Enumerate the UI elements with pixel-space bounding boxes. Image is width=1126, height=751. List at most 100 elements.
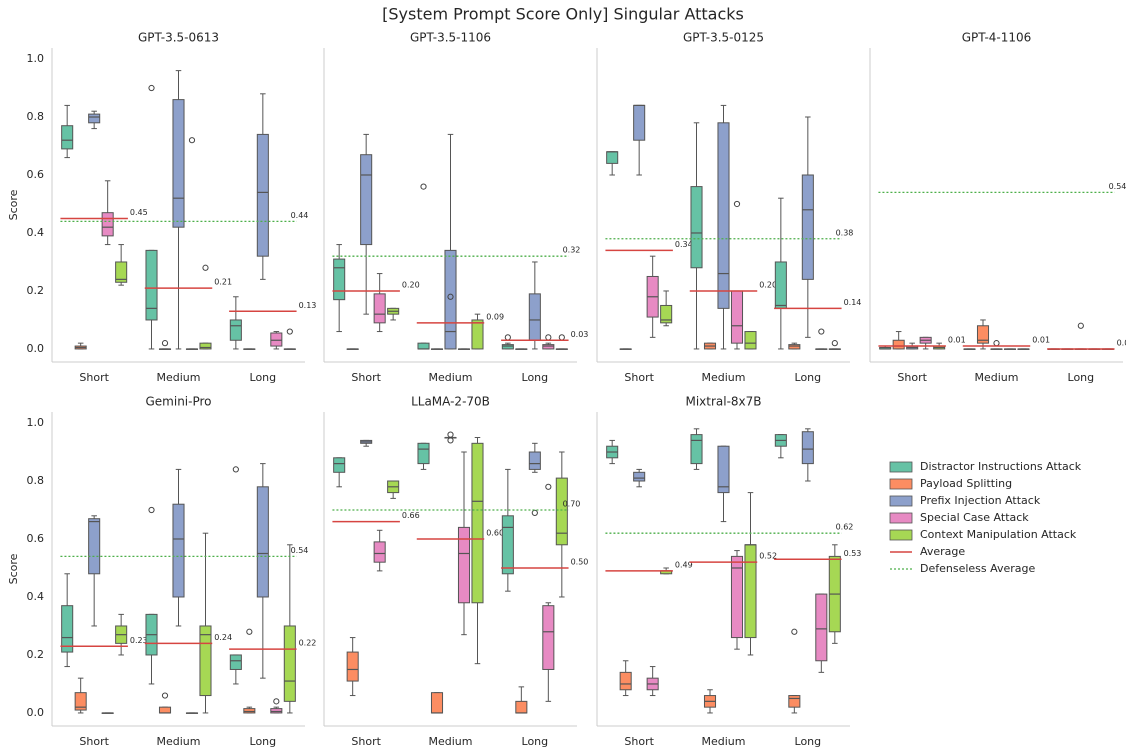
- x-tick-label: Long: [250, 371, 277, 384]
- box: [172, 503, 185, 598]
- outlier: [733, 200, 741, 208]
- box: [690, 434, 703, 465]
- x-tick-label: Short: [351, 371, 381, 384]
- outlier: [188, 137, 196, 144]
- outlier: [447, 431, 454, 438]
- outlier: [232, 466, 239, 473]
- outlier: [286, 328, 293, 335]
- average-label: 0.66: [402, 511, 420, 520]
- outlier: [202, 264, 209, 271]
- box: [815, 593, 828, 662]
- y-tick-label: 0.0: [27, 342, 45, 355]
- box: [199, 342, 212, 350]
- box: [270, 332, 283, 347]
- defenseless-label: 0.70: [563, 499, 581, 508]
- outlier: [831, 340, 838, 347]
- average-label: 0.60: [486, 528, 504, 537]
- defenseless-label: 0.62: [836, 523, 854, 532]
- x-tick-label: Long: [1068, 371, 1095, 384]
- y-tick-label: 0.2: [27, 284, 45, 297]
- outlier: [447, 437, 454, 444]
- y-tick-label: 0.4: [27, 590, 45, 603]
- x-tick-label: Long: [795, 371, 822, 384]
- box: [88, 113, 101, 124]
- outlier: [161, 692, 169, 699]
- y-axis-label: Score: [7, 189, 20, 220]
- box: [61, 605, 74, 653]
- panel-title: GPT-3.5-1106: [410, 31, 491, 45]
- defenseless-label: 0.54: [1109, 182, 1126, 191]
- box: [892, 339, 905, 350]
- defenseless-label: 0.38: [836, 228, 854, 237]
- box: [744, 331, 757, 350]
- box: [333, 258, 346, 301]
- box: [74, 692, 87, 711]
- x-tick-label: Short: [79, 371, 109, 384]
- box: [501, 344, 514, 350]
- x-tick-label: Medium: [975, 371, 1019, 384]
- panel-title: Gemini-Pro: [145, 395, 211, 409]
- x-tick-label: Medium: [429, 735, 473, 748]
- legend-swatch: [889, 495, 913, 507]
- outlier: [161, 340, 169, 347]
- x-tick-label: Medium: [702, 371, 746, 384]
- box: [373, 293, 386, 324]
- box: [633, 104, 646, 141]
- x-tick-label: Medium: [702, 735, 746, 748]
- box: [333, 457, 346, 473]
- box: [660, 304, 673, 324]
- box: [717, 122, 730, 309]
- outlier: [246, 628, 253, 635]
- box: [417, 342, 430, 350]
- box: [88, 518, 101, 575]
- y-tick-label: 0.4: [27, 226, 45, 239]
- box: [256, 133, 269, 257]
- legend-label: Average: [920, 545, 965, 558]
- legend-swatch: [889, 478, 913, 490]
- box: [633, 471, 646, 482]
- average-label: 0.00: [1117, 338, 1126, 347]
- box: [145, 249, 158, 321]
- box: [417, 442, 430, 465]
- legend-label: Prefix Injection Attack: [920, 494, 1041, 507]
- outlier: [148, 84, 155, 92]
- box: [346, 651, 359, 682]
- average-label: 0.09: [486, 312, 504, 321]
- average-label: 0.14: [844, 298, 862, 307]
- outlier: [1077, 322, 1084, 329]
- box: [730, 555, 744, 639]
- average-label: 0.49: [675, 560, 693, 569]
- panel-title: GPT-4-1106: [962, 31, 1032, 45]
- outlier: [504, 334, 511, 341]
- legend-swatch: [889, 512, 913, 524]
- outlier: [531, 509, 538, 516]
- box: [801, 431, 814, 465]
- defenseless-label: 0.54: [291, 546, 309, 555]
- average-label: 0.03: [571, 330, 589, 339]
- x-tick-label: Short: [79, 735, 109, 748]
- outlier: [818, 328, 825, 335]
- outlier: [148, 506, 155, 514]
- legend-swatch: [889, 529, 913, 541]
- x-tick-label: Long: [522, 735, 549, 748]
- box: [801, 174, 814, 280]
- average-label: 0.24: [214, 633, 232, 642]
- box: [744, 544, 757, 639]
- x-tick-label: Short: [624, 735, 654, 748]
- box: [199, 625, 212, 697]
- panel-title: Mixtral-8x7B: [685, 395, 761, 409]
- x-tick-label: Long: [522, 371, 549, 384]
- outlier: [545, 483, 552, 490]
- box: [542, 344, 555, 350]
- outlier: [545, 334, 552, 341]
- y-tick-label: 1.0: [27, 52, 45, 65]
- average-label: 0.22: [299, 639, 317, 648]
- average-label: 0.45: [130, 208, 148, 217]
- y-tick-label: 0.8: [27, 110, 45, 123]
- box: [501, 515, 514, 575]
- x-tick-label: Short: [351, 735, 381, 748]
- average-label: 0.20: [402, 280, 420, 289]
- box: [283, 625, 296, 702]
- box: [774, 261, 787, 309]
- average-label: 0.01: [948, 336, 966, 345]
